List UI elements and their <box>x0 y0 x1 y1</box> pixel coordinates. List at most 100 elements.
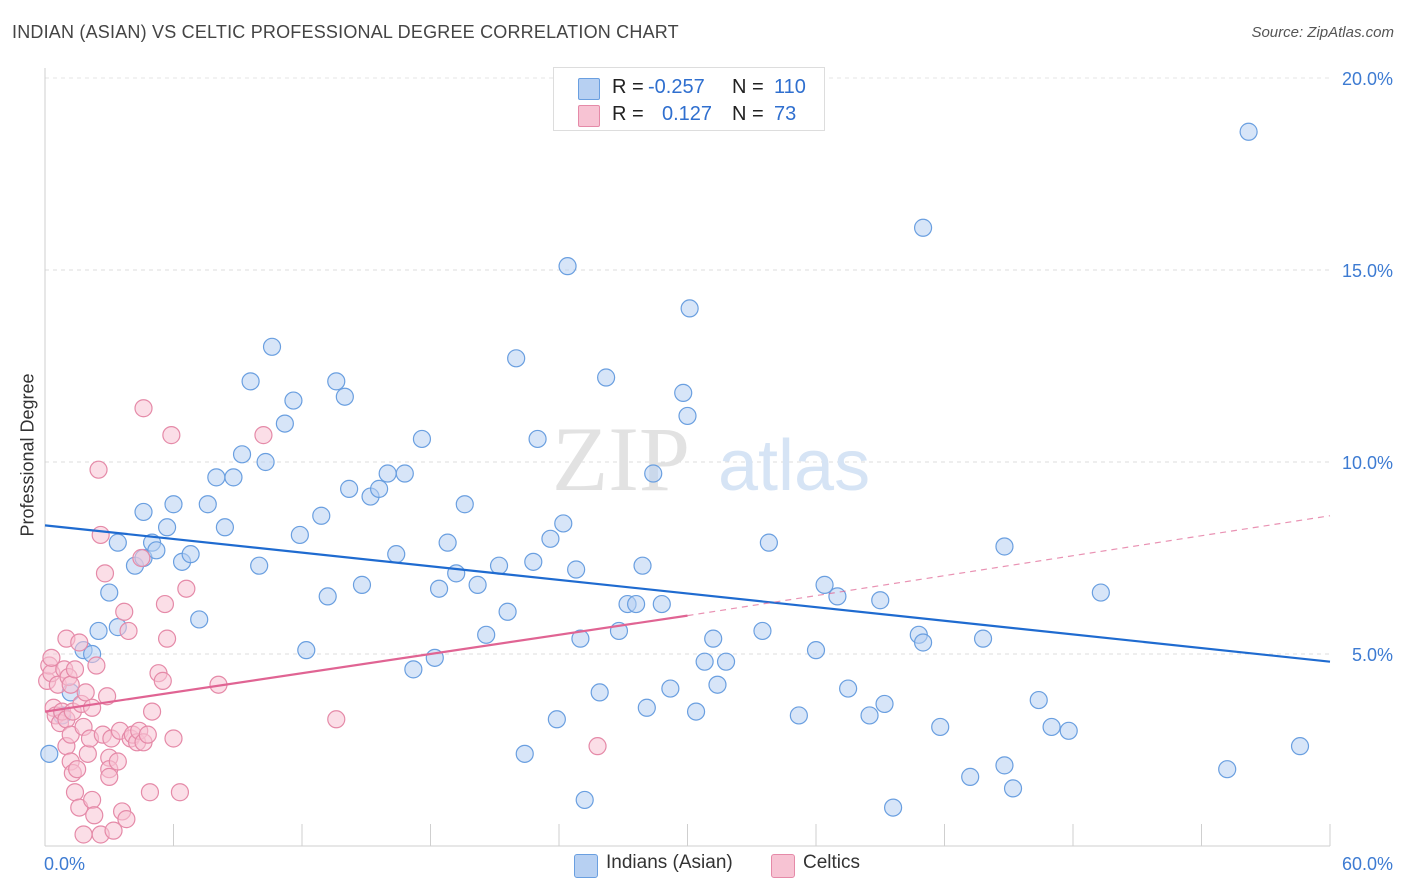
y-tick-label: 20.0% <box>1342 69 1393 89</box>
data-point <box>138 725 157 744</box>
data-point <box>164 495 183 514</box>
data-point <box>98 687 117 706</box>
data-point <box>153 671 172 690</box>
data-point <box>429 579 449 598</box>
data-point <box>387 545 406 564</box>
data-point <box>162 426 181 445</box>
data-point <box>68 760 87 779</box>
series-celtics <box>38 399 607 844</box>
data-point <box>686 702 706 721</box>
data-point <box>644 464 663 483</box>
data-point <box>164 729 183 748</box>
data-point <box>633 556 652 575</box>
y-tick-label: 5.0% <box>1352 645 1393 665</box>
data-point <box>76 683 95 702</box>
data-point <box>83 698 102 717</box>
data-point <box>181 545 200 564</box>
data-point <box>678 406 697 426</box>
data-point <box>134 399 153 418</box>
data-point <box>708 675 727 694</box>
data-point <box>108 752 127 771</box>
trend-lines <box>44 515 1331 713</box>
data-point <box>89 460 108 479</box>
data-point <box>297 641 316 660</box>
data-point <box>759 533 778 552</box>
grid-lines <box>45 77 1330 655</box>
data-point <box>65 660 85 679</box>
data-point <box>95 564 115 583</box>
tick-labels: 5.0% 10.0% 15.0% 20.0% 0.0% 60.0% <box>44 69 1393 874</box>
data-point <box>87 656 106 675</box>
data-point <box>913 633 933 652</box>
data-point <box>232 445 252 464</box>
data-point <box>104 821 123 840</box>
data-point <box>335 387 354 406</box>
data-point <box>567 560 586 579</box>
data-point <box>995 537 1014 556</box>
data-point <box>275 414 294 433</box>
data-point <box>571 629 590 648</box>
data-point <box>177 579 196 598</box>
data-point <box>108 533 127 552</box>
data-point <box>626 594 646 614</box>
data-point <box>395 464 414 483</box>
data-point <box>1042 717 1061 737</box>
data-point <box>515 744 534 763</box>
legend-r-value: 0.127 <box>662 103 713 125</box>
data-point <box>913 218 933 237</box>
data-point <box>1003 779 1023 798</box>
data-point <box>931 717 950 737</box>
legend-n-value: 110 <box>774 76 806 98</box>
data-point <box>312 506 331 525</box>
data-point <box>753 621 772 641</box>
legend-r-label: R = <box>612 103 644 125</box>
trend-extension-celtics <box>687 515 1331 617</box>
data-point <box>142 702 162 721</box>
data-point <box>190 610 209 629</box>
data-point <box>378 464 397 483</box>
data-point <box>1091 583 1110 602</box>
data-point <box>61 675 80 694</box>
data-point <box>132 548 151 568</box>
x-tick-label: 0.0% <box>44 854 85 874</box>
data-point <box>117 810 136 829</box>
series-indians-asian <box>40 122 1310 817</box>
data-point <box>680 299 699 318</box>
legend-n-label: N = <box>732 103 764 125</box>
data-point <box>541 529 560 548</box>
data-point <box>815 575 834 594</box>
data-point <box>661 679 680 698</box>
data-point <box>455 495 474 514</box>
data-point <box>961 767 980 786</box>
data-point <box>558 257 577 276</box>
data-point <box>412 429 432 449</box>
bottom-legend-swatch-indians <box>574 854 598 878</box>
data-point <box>207 468 226 487</box>
data-point <box>1059 721 1078 740</box>
data-point <box>637 698 656 717</box>
data-point <box>1239 122 1258 141</box>
data-point <box>1218 760 1237 779</box>
data-point <box>1029 690 1048 710</box>
data-point <box>65 783 85 802</box>
data-point <box>477 625 496 644</box>
data-point <box>85 806 104 825</box>
data-point <box>40 744 59 763</box>
data-point <box>1290 737 1310 756</box>
data-point <box>215 518 234 537</box>
data-point <box>318 587 337 606</box>
data-point <box>100 583 119 602</box>
data-point <box>507 349 526 368</box>
data-point <box>340 479 359 498</box>
data-point <box>575 790 594 810</box>
data-point <box>157 629 177 648</box>
data-point <box>806 641 826 660</box>
data-point <box>241 372 260 391</box>
data-point <box>871 591 890 610</box>
data-point <box>597 368 616 387</box>
data-point <box>100 767 119 786</box>
data-point <box>284 391 303 410</box>
data-point <box>254 426 273 445</box>
data-point <box>115 602 134 621</box>
